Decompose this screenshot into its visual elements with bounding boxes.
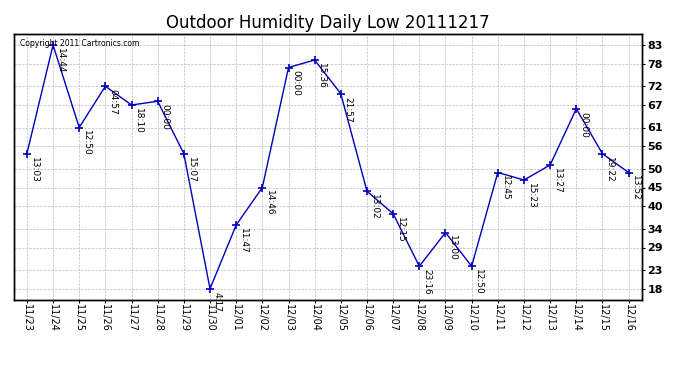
Text: 12:50: 12:50: [82, 130, 91, 156]
Text: 13:27: 13:27: [553, 168, 562, 194]
Text: 21:57: 21:57: [344, 96, 353, 122]
Text: 15:23: 15:23: [526, 183, 535, 209]
Text: 12:45: 12:45: [500, 175, 510, 201]
Text: 13:02: 13:02: [370, 194, 379, 220]
Text: Copyright 2011 Cartronics.com: Copyright 2011 Cartronics.com: [20, 39, 139, 48]
Text: 23:16: 23:16: [422, 269, 431, 295]
Title: Outdoor Humidity Daily Low 20111217: Outdoor Humidity Daily Low 20111217: [166, 14, 490, 32]
Text: 04:57: 04:57: [108, 89, 117, 115]
Text: 4:17: 4:17: [213, 291, 221, 312]
Text: 15:07: 15:07: [186, 156, 196, 182]
Text: 13:00: 13:00: [448, 235, 457, 261]
Text: 15:36: 15:36: [317, 63, 326, 88]
Text: 12:50: 12:50: [475, 269, 484, 295]
Text: 11:47: 11:47: [239, 228, 248, 254]
Text: 00:00: 00:00: [291, 70, 300, 96]
Text: 12:15: 12:15: [396, 216, 405, 242]
Text: 00:00: 00:00: [161, 104, 170, 130]
Text: 00:00: 00:00: [579, 111, 588, 137]
Text: 13:52: 13:52: [631, 175, 640, 201]
Text: 19:22: 19:22: [605, 156, 614, 182]
Text: 14:44: 14:44: [56, 48, 65, 73]
Text: 13:03: 13:03: [30, 156, 39, 182]
Text: 18:10: 18:10: [135, 108, 144, 134]
Text: 14:46: 14:46: [265, 190, 274, 216]
